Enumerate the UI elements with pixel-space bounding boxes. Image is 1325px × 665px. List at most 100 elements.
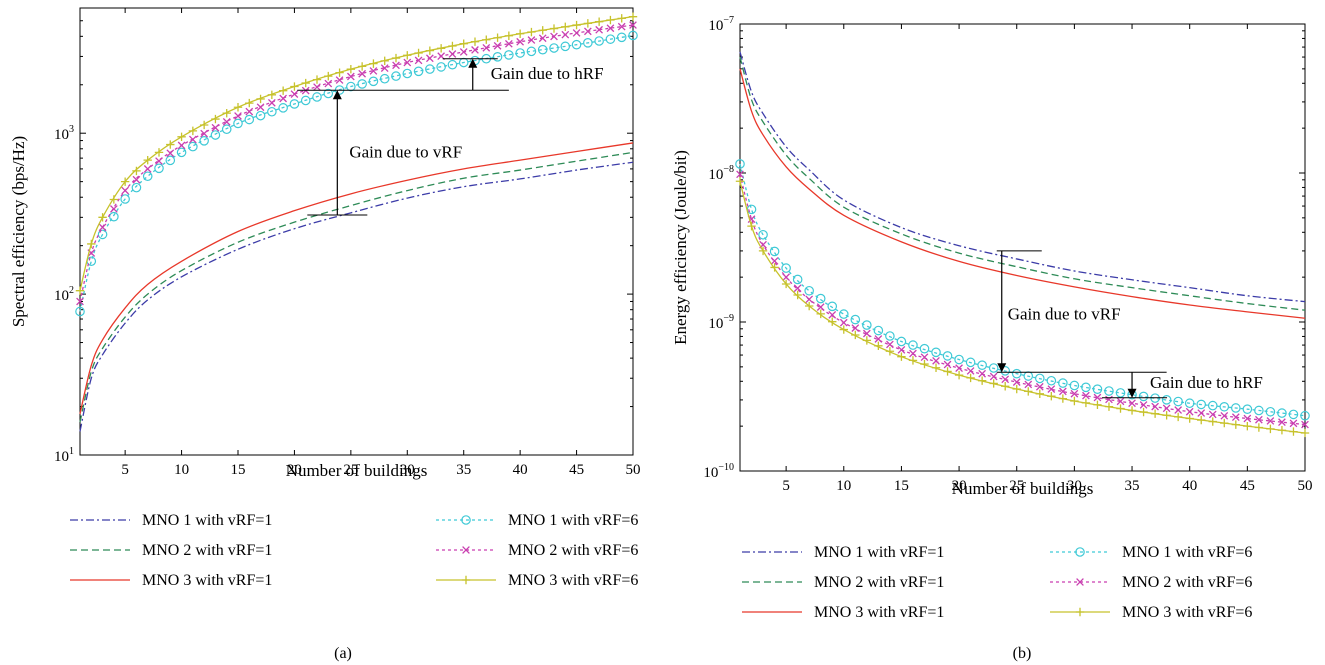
data-point xyxy=(943,367,952,376)
x-tick-label: 10 xyxy=(836,478,851,494)
legend-label: MNO 2 with vRF=1 xyxy=(814,574,944,591)
x-tick-label: 20 xyxy=(287,462,302,478)
series-line xyxy=(739,56,1306,311)
data-point xyxy=(1174,406,1183,414)
legend-item: MNO 2 with vRF=1 xyxy=(742,574,944,591)
data-point xyxy=(1242,404,1253,414)
annotation-vrf: Gain due to vRF xyxy=(297,89,509,216)
data-point xyxy=(346,72,355,81)
data-point xyxy=(379,73,390,84)
panel-caption: (a) xyxy=(334,645,352,662)
data-point xyxy=(561,22,570,32)
series-3 xyxy=(79,142,634,415)
data-point xyxy=(188,135,197,144)
data-point xyxy=(256,94,265,104)
x-tick-label: 35 xyxy=(1125,478,1140,494)
legend-label: MNO 3 with vRF=1 xyxy=(142,572,272,589)
data-point xyxy=(154,148,164,157)
annotation-hrf: Gain due to hRF xyxy=(442,58,604,91)
data-point xyxy=(279,94,288,103)
data-point xyxy=(1069,380,1080,391)
data-point xyxy=(1173,396,1183,407)
data-point xyxy=(188,126,198,136)
annotation-vrf: Gain due to vRF xyxy=(996,250,1167,373)
data-point xyxy=(403,58,412,67)
data-point xyxy=(75,306,85,317)
data-point xyxy=(736,170,744,179)
data-point xyxy=(482,35,491,44)
data-point xyxy=(471,46,479,54)
data-point xyxy=(98,223,107,232)
data-point xyxy=(735,177,745,186)
data-point xyxy=(177,132,186,141)
series-line xyxy=(79,161,634,432)
data-point xyxy=(747,221,756,231)
data-point xyxy=(549,43,559,53)
data-point xyxy=(769,246,780,257)
data-point xyxy=(571,39,582,50)
legend-marker xyxy=(462,546,470,554)
data-point xyxy=(448,50,457,58)
legend-label: MNO 2 with vRF=1 xyxy=(142,542,272,559)
data-point xyxy=(1024,387,1033,396)
data-point xyxy=(109,211,119,222)
data-point xyxy=(1115,388,1126,398)
data-point xyxy=(526,46,537,57)
data-point xyxy=(850,314,861,325)
data-point xyxy=(793,284,802,293)
data-point xyxy=(391,53,401,63)
data-point xyxy=(851,324,860,332)
series-line xyxy=(739,174,1306,426)
series-6 xyxy=(75,12,638,295)
legend-label: MNO 1 with vRF=6 xyxy=(1122,544,1252,561)
data-point xyxy=(561,30,570,39)
y-axis-title: Spectral efficiency (bps/Hz) xyxy=(9,136,28,327)
data-point xyxy=(436,44,446,53)
series-line xyxy=(79,16,634,291)
data-point xyxy=(402,68,413,79)
data-point xyxy=(839,325,848,334)
data-point xyxy=(1092,384,1103,394)
data-point xyxy=(1278,418,1286,426)
y-tick-label: 101 xyxy=(54,446,74,465)
data-point xyxy=(735,159,745,169)
x-tick-label: 5 xyxy=(121,462,129,478)
data-point xyxy=(1277,408,1287,418)
legend-marker xyxy=(1076,578,1084,586)
data-point xyxy=(583,38,593,48)
data-point xyxy=(1288,409,1299,420)
legend-label: MNO 2 with vRF=6 xyxy=(508,542,638,559)
data-point xyxy=(782,273,790,282)
legend-label: MNO 3 with vRF=1 xyxy=(814,604,944,621)
plot-frame xyxy=(79,7,634,456)
data-point xyxy=(1059,387,1067,396)
legend: MNO 1 with vRF=1 MNO 2 with vRF=1 MNO 3 wi… xyxy=(70,512,638,589)
data-point xyxy=(97,229,108,240)
x-tick-label: 40 xyxy=(513,462,528,478)
data-point xyxy=(932,356,940,365)
data-point xyxy=(805,295,814,304)
x-tick-label: 30 xyxy=(400,462,415,478)
x-tick-label: 5 xyxy=(782,478,790,494)
legend-label: MNO 3 with vRF=6 xyxy=(508,572,638,589)
data-point xyxy=(1001,382,1010,391)
series-6 xyxy=(735,177,1310,438)
data-point xyxy=(414,56,423,65)
data-point xyxy=(616,32,627,43)
data-point xyxy=(1184,398,1195,409)
data-point xyxy=(1082,391,1090,400)
data-point xyxy=(1105,395,1113,404)
legend-item: MNO 3 with vRF=6 xyxy=(436,572,638,589)
data-point xyxy=(804,285,814,296)
data-point xyxy=(605,34,616,44)
data-point xyxy=(245,98,254,108)
x-axis-title: Number of buildings xyxy=(286,461,428,480)
data-point xyxy=(154,163,164,174)
data-point xyxy=(1197,409,1206,417)
data-point xyxy=(537,44,548,55)
data-point xyxy=(199,120,209,130)
data-point xyxy=(1220,418,1229,428)
data-point xyxy=(166,149,175,158)
legend-label: MNO 1 with vRF=1 xyxy=(142,512,272,529)
data-point xyxy=(244,114,255,125)
